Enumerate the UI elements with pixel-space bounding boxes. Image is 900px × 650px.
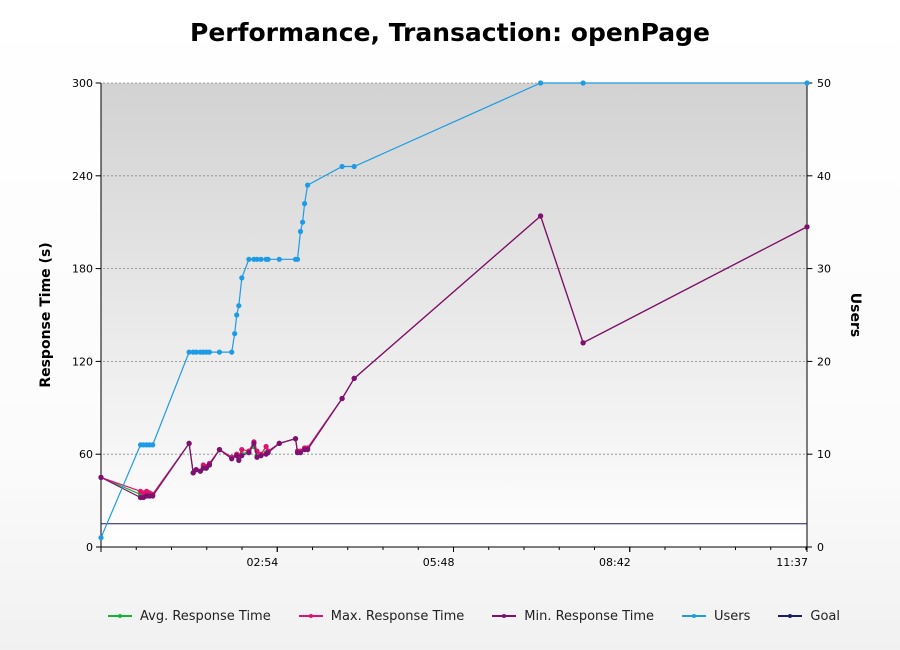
data-point-min-response-time [580, 340, 586, 346]
legend-item-users: Users [681, 608, 751, 624]
data-point-users [234, 312, 240, 318]
data-point-min-response-time [292, 436, 299, 442]
data-point-users [580, 80, 586, 86]
data-point-users [232, 331, 238, 337]
legend-item-goal: Goal [778, 609, 840, 624]
data-point-users [98, 535, 104, 541]
data-point-users [216, 349, 223, 355]
data-point-min-response-time [339, 395, 345, 402]
data-point-users [300, 219, 306, 225]
data-point-users [150, 442, 156, 448]
data-point-min-response-time [246, 450, 252, 456]
y-tick-label: 0 [86, 541, 93, 554]
data-point-users [276, 256, 282, 262]
data-point-min-response-time [351, 375, 357, 381]
y2-tick-label: 50 [817, 77, 831, 90]
data-point-users [294, 256, 301, 262]
y2-tick-label: 0 [817, 541, 824, 554]
data-point-min-response-time [150, 493, 156, 499]
series-min-response-time [98, 213, 810, 501]
y2-tick-label: 10 [817, 448, 831, 461]
data-point-min-response-time [265, 450, 271, 456]
data-point-users [804, 80, 810, 86]
data-point-users [538, 80, 544, 86]
y-axis-title: Response Time (s) [38, 242, 54, 387]
y2-tick-label: 40 [817, 170, 831, 183]
data-point-min-response-time [206, 462, 212, 468]
data-point-min-response-time [229, 456, 235, 462]
data-point-min-response-time [236, 457, 242, 463]
legend-swatch [492, 611, 517, 621]
y2-axis-title: Users [847, 293, 863, 337]
y-tick-label: 180 [72, 263, 93, 276]
data-point-users [229, 349, 235, 355]
data-point-users [302, 201, 308, 207]
data-point-min-response-time [276, 440, 282, 446]
data-point-min-response-time [251, 440, 257, 446]
legend-swatch [778, 611, 803, 621]
legend-item-avg-response-time: Avg. Response Time [108, 609, 271, 624]
data-point-users [258, 256, 264, 262]
data-point-users [186, 349, 192, 355]
data-point-users [239, 275, 245, 281]
y-tick-label: 300 [72, 77, 93, 90]
legend-label: Avg. Response Time [140, 608, 271, 624]
data-point-min-response-time [234, 453, 240, 459]
legend-swatch [298, 611, 323, 621]
data-point-users [305, 182, 311, 188]
y-tick-label: 120 [72, 355, 93, 368]
legend: Avg. Response Time Max. Response Time Min.… [108, 606, 868, 626]
y-tick-label: 60 [79, 448, 93, 461]
data-point-users [193, 349, 199, 355]
data-point-users [236, 303, 242, 309]
data-point-min-response-time [98, 474, 104, 480]
data-point-min-response-time [538, 213, 544, 219]
legend-label: Goal [810, 608, 840, 624]
data-point-min-response-time [297, 450, 304, 456]
data-point-min-response-time [186, 440, 192, 446]
x-tick-label: 05:48 [423, 556, 455, 569]
data-point-users [339, 163, 345, 170]
data-point-min-response-time [305, 447, 311, 453]
x-tick-label: 11:37 [776, 556, 808, 569]
legend-swatch [108, 611, 132, 621]
legend-label: Min. Response Time [524, 608, 654, 624]
data-point-min-response-time [193, 467, 199, 473]
legend-item-max-response-time: Max. Response Time [298, 608, 465, 624]
data-point-min-response-time [258, 453, 264, 459]
data-point-min-response-time [216, 447, 223, 453]
data-point-users [206, 349, 212, 355]
data-point-max-response-time [263, 443, 269, 450]
plot-area [101, 83, 807, 547]
data-point-min-response-time [804, 224, 810, 230]
data-point-min-response-time [239, 453, 245, 459]
data-point-users [297, 228, 304, 235]
legend-swatch [681, 611, 706, 621]
data-point-max-response-time [239, 447, 245, 453]
chart-title: Performance, Transaction: openPage [190, 18, 710, 47]
series-users [98, 80, 810, 541]
series-layer [98, 80, 810, 541]
legend-label: Max. Response Time [330, 608, 465, 624]
legend-item-min-response-time: Min. Response Time [492, 609, 654, 624]
x-tick-label: 02:54 [247, 556, 279, 569]
data-point-users [351, 163, 357, 170]
y2-tick-label: 30 [817, 263, 831, 276]
data-point-users [246, 256, 252, 262]
x-tick-label: 08:42 [599, 556, 631, 569]
data-point-users [254, 256, 260, 262]
data-point-min-response-time [254, 454, 260, 460]
axes: 0 60 120 180 240 300 0 10 20 30 40 50 02:54 05:48 08:4… [72, 77, 831, 569]
data-point-users [265, 256, 271, 262]
y-tick-label: 240 [72, 170, 93, 183]
legend-label: Users [713, 608, 751, 624]
y2-tick-label: 20 [817, 355, 831, 368]
